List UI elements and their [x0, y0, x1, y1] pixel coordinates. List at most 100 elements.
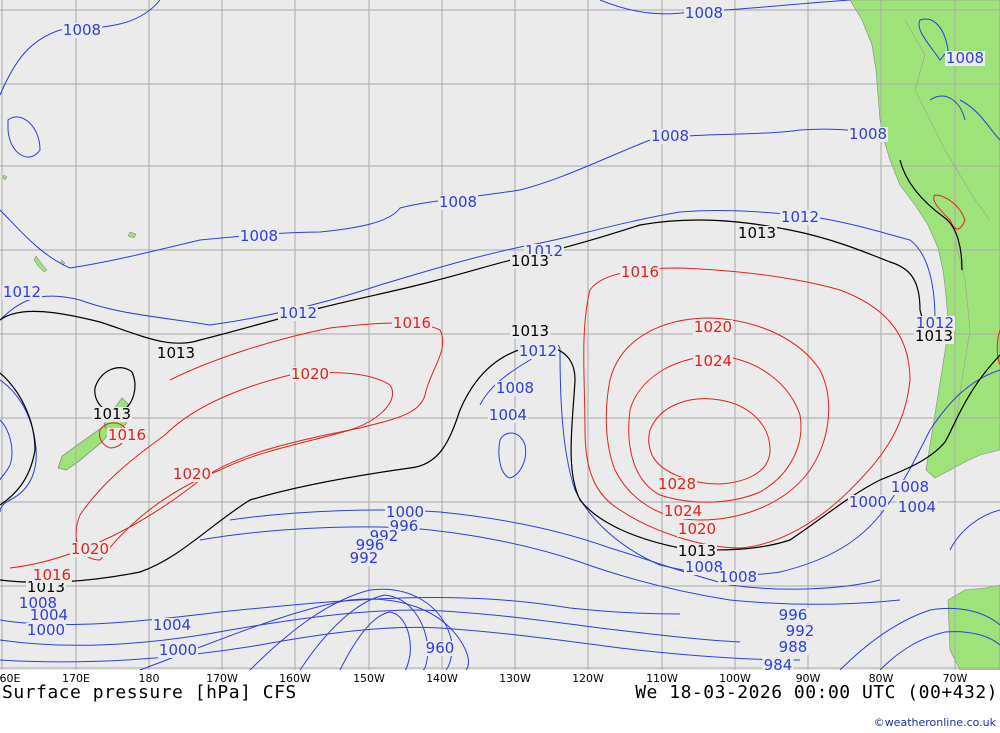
isobar-label-background [156, 346, 196, 361]
map-title: Surface pressure [hPa] CFS [2, 682, 297, 703]
south-america-land [849, 0, 1000, 479]
credit-link[interactable]: ©weatheronline.co.uk [873, 716, 996, 729]
longitude-label: 90W [795, 672, 821, 685]
isobar-label-background [158, 643, 198, 658]
isobar-label: 1004 [898, 498, 936, 516]
longitude-label: 180 [138, 672, 160, 685]
isobar-label: 1000 [386, 503, 424, 521]
isobar-label-background [897, 500, 937, 515]
isobar-label: 1012 [916, 314, 954, 332]
longitude-label: 140W [426, 672, 458, 685]
isobar-label: 1008 [63, 21, 101, 39]
isobar-label-background [26, 580, 66, 595]
isobar-label-background [848, 495, 888, 510]
isobar-label-background [29, 608, 69, 623]
isobar-label-background [62, 23, 102, 38]
isobar-label-background [780, 210, 820, 225]
isobar-label-background [107, 428, 147, 443]
pressure-map: 1008 1008 1008 1008 1008 1008 1008 1012 1012 1012… [0, 0, 1000, 670]
isobar-label-background [278, 306, 318, 321]
isobar-label-background [26, 623, 66, 638]
longitude-label: 110W [646, 672, 678, 685]
isobar-label: 1008 [849, 125, 887, 143]
isobar-label-background [657, 477, 697, 492]
isobar-label-background [848, 127, 888, 142]
isobar-label-background [915, 316, 955, 331]
isobar-label-background [70, 542, 110, 557]
isobar-label: 960 [426, 639, 455, 657]
isobar-label: 1013 [738, 224, 776, 242]
valid-time: We 18-03-2026 00:00 UTC (00+432) [635, 682, 998, 703]
longitude-label: 150W [353, 672, 385, 685]
isobar-label-background [777, 608, 809, 623]
isobar-label-background [684, 560, 724, 575]
isobar-label-background [510, 254, 550, 269]
isobar-label: 1016 [621, 263, 659, 281]
isobar-label-background [172, 467, 212, 482]
longitude-label: 120W [572, 672, 604, 685]
isobar-label-background [890, 480, 930, 495]
isobar-label-background [784, 624, 816, 639]
isobar-label-background [737, 226, 777, 241]
isobar-label-background [392, 316, 432, 331]
isobar-label-background [354, 538, 386, 553]
isobar-label-background [620, 265, 660, 280]
isobar-label: 1013 [93, 405, 131, 423]
isobar-label: 984 [764, 656, 793, 670]
isobar-label-background [684, 6, 724, 21]
isobar-label: 1020 [173, 465, 211, 483]
isobar-label: 1013 [157, 344, 195, 362]
isobar-label-background [32, 568, 72, 583]
lat-lon-grid [0, 0, 1000, 670]
high-pressure-isobars [9, 194, 1000, 569]
isobar-label: 1020 [71, 540, 109, 558]
isobar-label: 1012 [3, 283, 41, 301]
isobar-label: 1012 [279, 304, 317, 322]
isobar-label-background [693, 320, 733, 335]
isobar-label-background [438, 195, 478, 210]
isobar-label-background [488, 408, 528, 423]
isobar-label-background [677, 544, 717, 559]
isobar-label: 1008 [719, 568, 757, 586]
isobar-label: 988 [779, 638, 808, 656]
isobar-label-background [518, 344, 558, 359]
isobar-label: 1008 [496, 379, 534, 397]
isobar-label: 1008 [651, 127, 689, 145]
isobar-label: 1008 [685, 4, 723, 22]
isobar-label-background [2, 285, 42, 300]
isobar-label: 1000 [27, 621, 65, 639]
isobar-label: 1008 [240, 227, 278, 245]
isobar-label: 1020 [291, 365, 329, 383]
isobar-label: 1000 [159, 641, 197, 659]
longitude-label: 130W [499, 672, 531, 685]
isobar-label: 1016 [33, 566, 71, 584]
isobar-label: 1020 [694, 318, 732, 336]
isobar-label-background [693, 354, 733, 369]
isobar-label-background [677, 522, 717, 537]
isobar-label: 1008 [19, 594, 57, 612]
longitude-label: 100W [719, 672, 751, 685]
longitude-label: 80W [868, 672, 894, 685]
ocean-background [0, 0, 1000, 670]
isobar-label: 1024 [694, 352, 732, 370]
isobar-label-background [945, 51, 985, 66]
isobar-label: 1008 [946, 49, 984, 67]
isobar-label: 1000 [849, 493, 887, 511]
isobar-label: 1024 [664, 502, 702, 520]
pacific-islands [2, 174, 137, 273]
isobar-label-background [290, 367, 330, 382]
isobar-labels: 1008 1008 1008 1008 1008 1008 1008 1012 1012 1012… [2, 4, 985, 670]
tierra-del-fuego-land [947, 584, 1000, 670]
isobar-label-background [239, 229, 279, 244]
isobar-label-background [663, 504, 703, 519]
isobar-label: 1012 [519, 342, 557, 360]
isobar-label: 1016 [393, 314, 431, 332]
isobar-label: 1013 [915, 327, 953, 345]
isobar-label-background [718, 570, 758, 585]
isobar-label-background [914, 329, 954, 344]
isobar-label: 1004 [30, 606, 68, 624]
isobar-label: 1013 [678, 542, 716, 560]
isobar-label-background [348, 551, 380, 566]
isobar-label-background [762, 658, 794, 670]
isobar-label-background [18, 596, 58, 611]
